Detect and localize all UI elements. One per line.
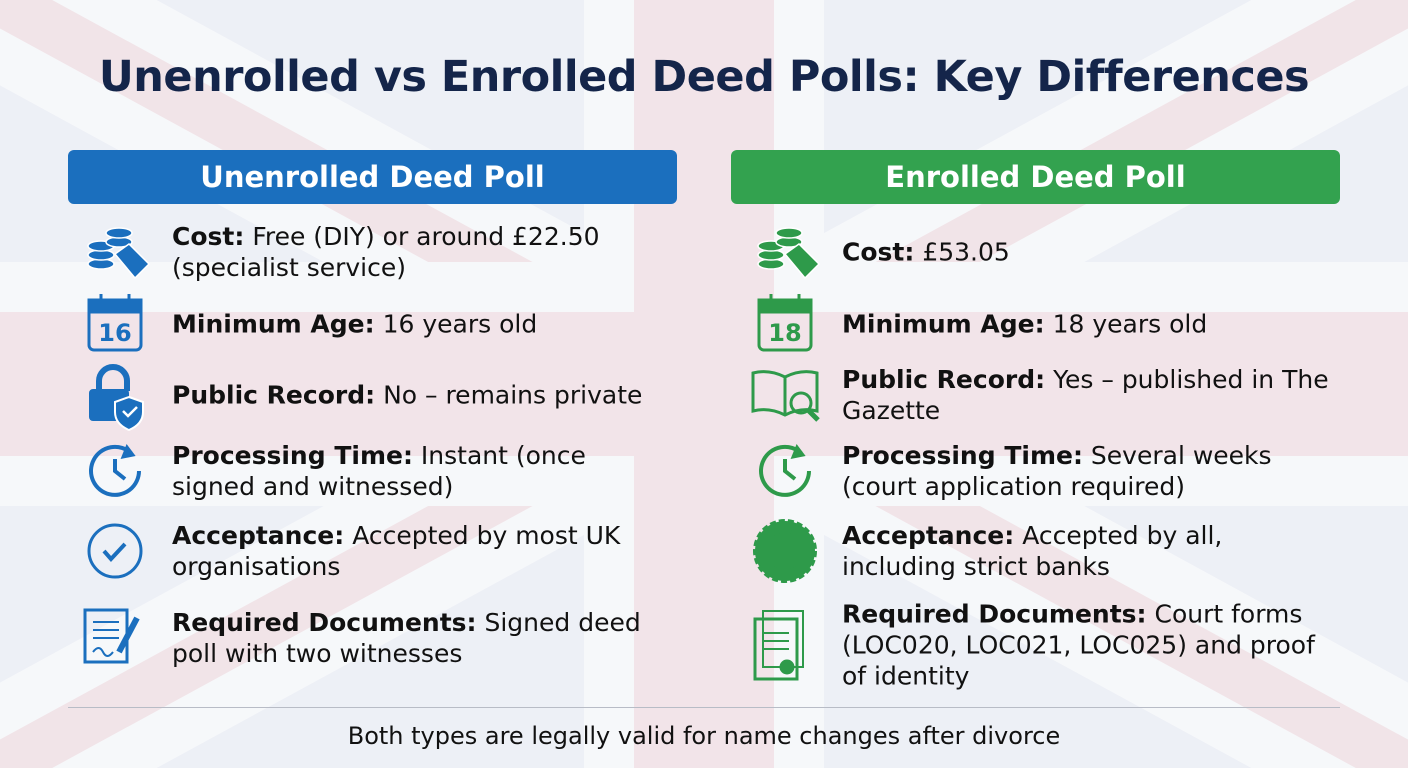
row-text: Minimum Age: 16 years old bbox=[172, 309, 662, 340]
row-value: No – remains private bbox=[383, 380, 643, 410]
row-text: Public Record: Yes – published in The Ga… bbox=[842, 364, 1332, 426]
row-text: Acceptance: Accepted by all, including s… bbox=[842, 520, 1332, 582]
row-label: Required Documents: bbox=[842, 599, 1147, 629]
row-value: Court forms (LOC020, LOC021, LOC025) and… bbox=[842, 599, 1315, 691]
icon-clock bbox=[89, 443, 141, 497]
row-text: Processing Time: Instant (once signed an… bbox=[172, 440, 662, 502]
row-label: Cost: bbox=[172, 222, 245, 251]
icon-seal bbox=[753, 519, 817, 583]
row-value: 18 years old bbox=[1052, 309, 1208, 339]
row-label: Minimum Age: bbox=[842, 309, 1045, 339]
icon-scroll bbox=[83, 608, 140, 664]
row-value: Accepted by all, including strict banks bbox=[842, 521, 1223, 581]
icon-coins bbox=[87, 227, 151, 280]
row-label: Acceptance: bbox=[172, 521, 345, 550]
row-label: Minimum Age: bbox=[172, 309, 375, 339]
row-label: Processing Time: bbox=[172, 441, 413, 470]
row-text: Acceptance: Accepted by most UK organisa… bbox=[172, 520, 662, 582]
footer: Both types are legally valid for name ch… bbox=[347, 722, 1061, 750]
icon-coins bbox=[757, 227, 821, 280]
row-value: Free (DIY) or around £22.50 (specialist … bbox=[172, 222, 600, 282]
row-label: Cost: bbox=[842, 237, 915, 267]
row-label: Required Documents: bbox=[172, 608, 477, 637]
icon-book bbox=[751, 370, 820, 422]
row-text: Minimum Age: 18 years old bbox=[842, 309, 1332, 340]
row-text: Cost: £53.05 bbox=[842, 237, 1332, 268]
row-label: Processing Time: bbox=[842, 441, 1083, 470]
row-label: Public Record: bbox=[842, 365, 1046, 394]
title: Unenrolled vs Enrolled Deed Polls: Key D… bbox=[98, 52, 1310, 102]
column-header: Enrolled Deed Poll bbox=[731, 150, 1340, 204]
icon-docs bbox=[753, 610, 804, 681]
row-value: £53.05 bbox=[922, 237, 1010, 267]
separator bbox=[68, 707, 1340, 708]
column-header: Unenrolled Deed Poll bbox=[68, 150, 677, 204]
icon-cal: 18 bbox=[757, 294, 813, 352]
row-value: 16 years old bbox=[382, 309, 538, 339]
icon-check bbox=[87, 523, 143, 579]
row-value: Yes – published in The Gazette bbox=[842, 365, 1329, 425]
row-value: Accepted by most UK organisations bbox=[172, 521, 621, 581]
row-value: Instant (once signed and witnessed) bbox=[172, 441, 586, 501]
icon-cal: 16 bbox=[87, 294, 143, 352]
icon-label: 16 bbox=[98, 319, 131, 347]
row-label: Public Record: bbox=[172, 380, 376, 410]
icon-label: 18 bbox=[768, 319, 801, 347]
icon-lock bbox=[89, 364, 144, 432]
row-label: Acceptance: bbox=[842, 521, 1015, 550]
row-value: Signed deed poll with two witnesses bbox=[172, 608, 641, 668]
row-text: Processing Time: Several weeks (court ap… bbox=[842, 440, 1332, 502]
icon-clock bbox=[759, 443, 811, 497]
row-text: Public Record: No – remains private bbox=[172, 380, 662, 411]
row-text: Required Documents: Signed deed poll wit… bbox=[172, 607, 662, 669]
row-value: Several weeks (court application require… bbox=[842, 441, 1272, 501]
row-text: Required Documents: Court forms (LOC020,… bbox=[842, 599, 1332, 692]
row-text: Cost: Free (DIY) or around £22.50 (speci… bbox=[172, 221, 662, 283]
